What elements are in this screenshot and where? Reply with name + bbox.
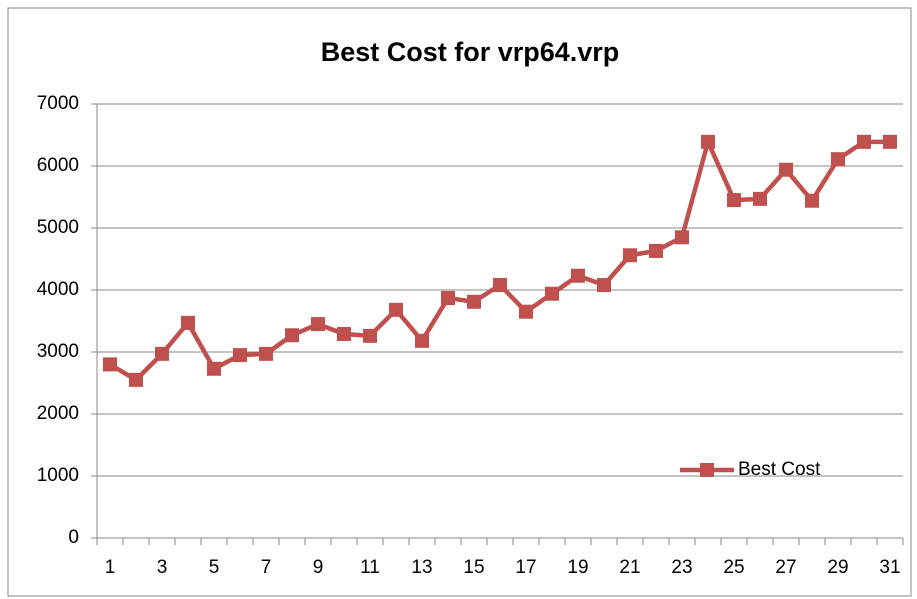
x-tick-label: 3 [157,557,168,578]
marker [883,134,897,149]
marker [571,268,585,283]
chart-title: Best Cost for vrp64.vrp [321,37,620,67]
marker [597,278,611,293]
x-tick-label: 7 [261,557,272,578]
x-tick-label: 11 [360,557,380,578]
marker [285,328,299,343]
marker [103,357,117,372]
x-tick-label: 25 [723,557,744,578]
x-tick-label: 5 [209,557,220,578]
x-tick-label: 17 [515,557,536,578]
marker [623,248,637,263]
x-tick-label: 31 [879,557,900,578]
marker [675,230,689,245]
x-tick-label: 1 [105,557,116,578]
marker [727,193,741,208]
marker [545,286,559,301]
marker [753,191,767,206]
marker [207,361,221,376]
marker [467,294,481,309]
x-tick-label: 21 [619,557,640,578]
marker [389,302,403,317]
marker [337,327,351,342]
marker [415,333,429,348]
marker [857,134,871,149]
marker [233,348,247,363]
y-tick-label: 5000 [37,217,79,238]
marker [493,278,507,293]
y-tick-label: 3000 [37,341,79,362]
marker [155,346,169,361]
marker [363,328,377,343]
marker [129,372,143,387]
marker [519,304,533,319]
marker [649,243,663,258]
marker [259,346,273,361]
y-tick-label: 2000 [37,403,79,424]
marker [805,193,819,208]
y-tick-label: 1000 [37,465,79,486]
marker [779,162,793,177]
y-tick-label: 7000 [37,93,79,114]
y-tick-label: 4000 [37,279,79,300]
marker [441,291,455,306]
legend-marker [700,463,714,477]
marker [831,152,845,167]
legend-label: Best Cost [738,459,821,480]
marker [181,315,195,330]
x-tick-label: 23 [671,557,692,578]
x-tick-label: 27 [775,557,796,578]
x-tick-label: 19 [567,557,588,578]
x-tick-label: 9 [313,557,324,578]
y-tick-label: 6000 [37,155,79,176]
x-tick-label: 15 [463,557,484,578]
y-tick-label: 0 [68,527,79,548]
marker [701,134,715,149]
x-tick-label: 29 [827,557,848,578]
chart-border [7,7,912,597]
marker [311,317,325,332]
x-tick-label: 13 [411,557,432,578]
